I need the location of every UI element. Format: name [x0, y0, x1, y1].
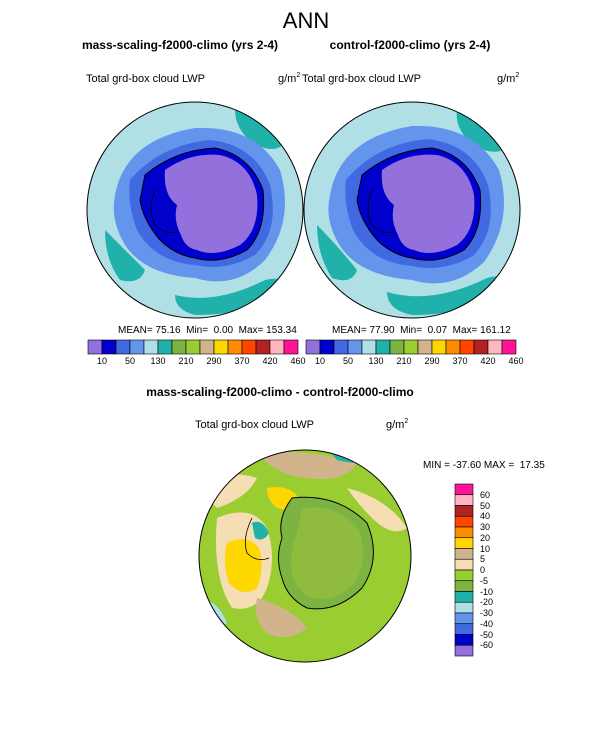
panel-2-stats: MEAN= 77.90 Min= 0.07 Max= 161.12	[332, 325, 511, 336]
colorbar-tick-label: 10	[480, 543, 491, 554]
colorbar-swatch	[199, 339, 215, 355]
panel-3-variable-label: Total grd-box cloud LWP	[195, 419, 315, 431]
colorbar-tick-label: 290	[206, 356, 222, 366]
panel-1-colorbar	[87, 339, 299, 355]
colorbar-swatch	[283, 339, 299, 355]
colorbar-swatch	[227, 339, 243, 355]
panel-1-units: g/m2	[278, 72, 301, 85]
panel-2-variable-label: Total grd-box cloud LWP	[302, 73, 422, 85]
colorbar-swatch	[305, 339, 321, 355]
colorbar-swatch	[417, 339, 433, 355]
colorbar-swatch	[454, 558, 474, 571]
panel-3-map	[198, 449, 412, 663]
colorbar-swatch	[185, 339, 201, 355]
panel-3-units: g/m2	[386, 418, 409, 431]
colorbar-swatch	[454, 612, 474, 625]
colorbar-tick-label: 420	[262, 356, 278, 366]
colorbar-swatch	[389, 339, 405, 355]
page-title: ANN	[282, 8, 330, 33]
panel-2-colorbar	[305, 339, 517, 355]
colorbar-tick-label: 370	[452, 356, 468, 366]
colorbar-tick-label: 0	[480, 565, 486, 575]
colorbar-swatch	[454, 483, 474, 496]
colorbar-swatch	[269, 339, 285, 355]
colorbar-tick-label: 5	[480, 554, 486, 565]
panel-1-stats: MEAN= 75.16 Min= 0.00 Max= 153.34	[118, 325, 297, 336]
colorbar-swatch	[403, 339, 419, 355]
panel-2-units: g/m2	[497, 72, 520, 85]
panel-1-variable-label: Total grd-box cloud LWP	[86, 73, 206, 85]
panel-2-map	[303, 101, 521, 319]
panel-2-colorbar-ticks: 10 50 130 210 290 370 420 460	[306, 356, 524, 368]
colorbar-swatch	[445, 339, 461, 355]
colorbar-swatch	[454, 548, 474, 560]
panel-1-title: mass-scaling-f2000-climo (yrs 2-4)	[81, 38, 279, 52]
colorbar-swatch	[454, 526, 474, 539]
colorbar-swatch	[87, 339, 103, 355]
colorbar-swatch	[454, 569, 474, 582]
colorbar-tick-label: -20	[480, 597, 494, 608]
panel-1-map	[86, 101, 304, 319]
colorbar-tick-label: -60	[480, 640, 494, 651]
colorbar-tick-label: 50	[480, 500, 491, 511]
colorbar-swatch	[319, 339, 335, 355]
panel-3-title: mass-scaling-f2000-climo - control-f2000…	[146, 385, 414, 399]
colorbar-tick-label: -40	[480, 618, 494, 629]
panel-1-colorbar-ticks: 10 50 130 210 290 370 420 460	[88, 356, 306, 368]
colorbar-swatch	[143, 339, 159, 355]
colorbar-swatch	[375, 339, 391, 355]
colorbar-swatch	[454, 623, 474, 635]
colorbar-swatch	[454, 505, 474, 517]
colorbar-tick-label: 290	[424, 356, 440, 366]
colorbar-swatch	[454, 644, 474, 657]
colorbar-tick-label: -5	[480, 575, 489, 586]
colorbar-tick-label: 460	[290, 356, 306, 366]
colorbar-swatch	[347, 339, 363, 355]
panel-3-colorbar-ticks: 60 50 40 30 20 10 5 0 -5 -10 -20 -30 -40 -50 -60	[480, 484, 510, 656]
colorbar-swatch	[431, 339, 447, 355]
colorbar-swatch	[473, 339, 489, 355]
colorbar-swatch	[459, 339, 475, 355]
colorbar-swatch	[129, 339, 145, 355]
colorbar-tick-label: -10	[480, 586, 494, 597]
colorbar-tick-label: 460	[508, 356, 524, 366]
colorbar-swatch	[241, 339, 257, 355]
colorbar-tick-label: -50	[480, 629, 494, 640]
panel-3-stats: MIN = -37.60 MAX = 17.35	[423, 460, 545, 471]
colorbar-tick-label: 420	[480, 356, 496, 366]
colorbar-swatch	[501, 339, 517, 355]
colorbar-tick-label: -30	[480, 608, 494, 618]
colorbar-tick-label: 20	[480, 532, 491, 543]
colorbar-tick-label: 130	[150, 356, 166, 366]
colorbar-swatch	[333, 339, 349, 355]
colorbar-tick-label: 210	[178, 356, 194, 366]
colorbar-swatch	[171, 339, 187, 355]
colorbar-swatch	[454, 634, 474, 646]
colorbar-swatch	[454, 580, 474, 592]
colorbar-swatch	[487, 339, 503, 355]
colorbar-tick-label: 370	[234, 356, 250, 366]
colorbar-swatch	[454, 515, 474, 528]
colorbar-swatch	[454, 601, 474, 614]
colorbar-tick-label: 130	[368, 356, 384, 366]
colorbar-swatch	[157, 339, 173, 355]
colorbar-tick-label: 60	[480, 489, 491, 500]
colorbar-swatch	[361, 339, 377, 355]
colorbar-swatch	[454, 591, 474, 603]
colorbar-tick-label: 30	[480, 522, 491, 532]
colorbar-tick-label: 40	[480, 511, 491, 522]
colorbar-tick-label: 50	[124, 356, 136, 366]
colorbar-tick-label: 210	[396, 356, 412, 366]
panel-2-title: control-f2000-climo (yrs 2-4)	[329, 38, 491, 52]
colorbar-swatch	[101, 339, 117, 355]
colorbar-tick-label: 50	[342, 356, 354, 366]
panel-3-colorbar	[454, 483, 474, 657]
colorbar-tick-label: 10	[96, 356, 108, 366]
colorbar-swatch	[454, 494, 474, 506]
colorbar-tick-label: 10	[314, 356, 326, 366]
colorbar-swatch	[115, 339, 131, 355]
colorbar-swatch	[213, 339, 229, 355]
colorbar-swatch	[255, 339, 271, 355]
colorbar-swatch	[454, 537, 474, 549]
